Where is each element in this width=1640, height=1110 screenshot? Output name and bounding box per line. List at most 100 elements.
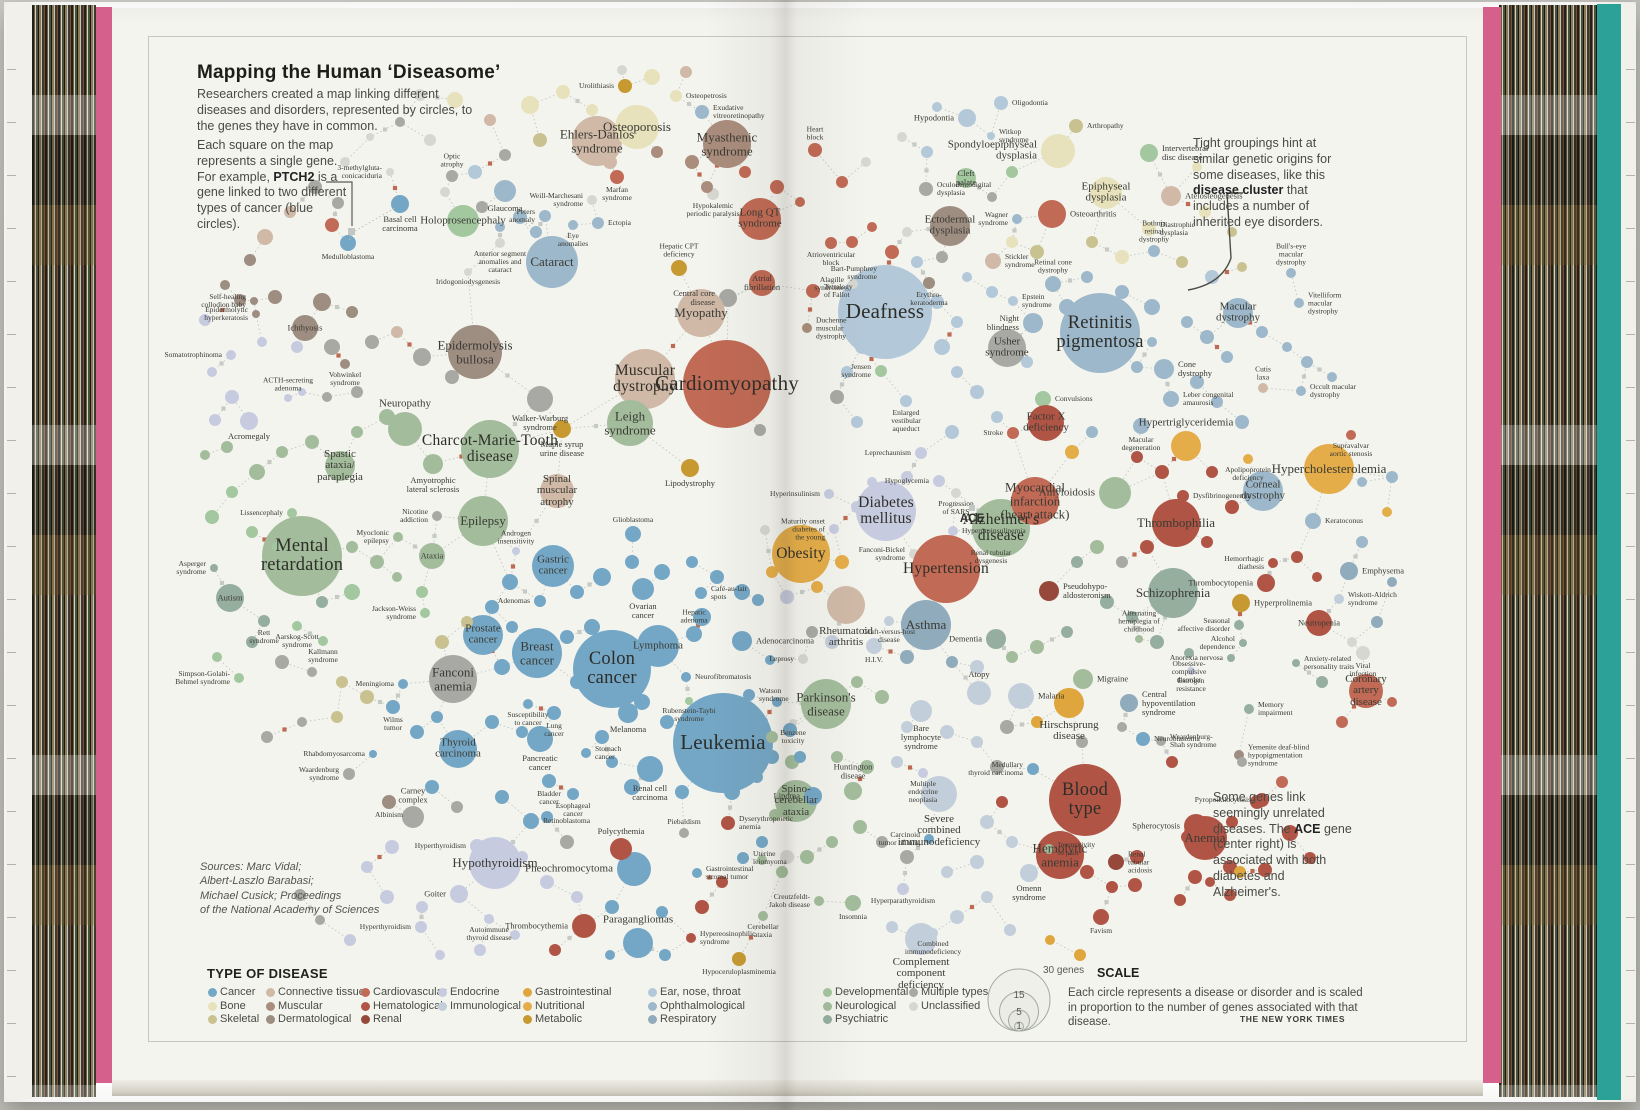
gene-link-edge [885,476,908,512]
disease-node-small [272,542,282,552]
disease-node-small [541,811,553,823]
gene-square [1067,278,1073,283]
disease-label: Osteoporosis [603,119,671,135]
scale-ring-label: 30 genes [1043,965,1085,976]
disease-label: Ovarian cancer [629,601,657,620]
disease-node-small [1371,616,1383,628]
disease-label: Oligodontia [1012,98,1048,108]
gene-square [497,232,503,238]
disease-node [806,284,820,298]
gene-link-edge [1114,456,1138,494]
disease-node-small [1327,372,1337,382]
gene-square [924,168,929,173]
disease-node-small [800,850,814,864]
disease-node-small [1030,640,1044,654]
gene-square [1104,247,1110,252]
disease-node-small [902,227,912,237]
disease-node [951,488,961,498]
disease-node-small [1301,356,1313,368]
disease-node-small [560,835,574,849]
disease-label: Paragangliomas [602,913,674,926]
disease-node [547,706,561,720]
gene-square [969,904,975,910]
disease-label: Seasonal affective disorder [1177,616,1230,633]
disease-node [749,270,775,296]
gene-square [219,361,224,366]
disease-node-small [1224,889,1236,901]
disease-node-small [294,889,306,901]
disease-label: Anxiety-related personality traits [1304,654,1355,671]
disease-node-small [461,616,473,628]
disease-label: Epidermolytic hyperkeratosis [204,305,248,322]
legend-label: Muscular [278,999,323,1012]
disease-label: Enlarged vestibular aqueduct [891,408,921,433]
gene-link-edge [759,201,801,220]
disease-node-small [485,715,499,729]
disease-node-small [1071,556,1083,568]
disease-node-small [836,176,848,188]
disease-node-small [1086,236,1098,248]
disease-label: Thrombocythemia [505,920,568,931]
disease-label: Epidermolysis bullosa [437,337,513,366]
legend-label: Cancer [220,986,256,998]
disease-label: Asperger syndrome [176,559,206,576]
disease-node [226,350,236,360]
gene-square [767,709,772,715]
ace-gene-label: ACE [959,513,985,525]
gene-square [766,548,771,554]
disease-node [845,895,861,911]
disease-node [671,260,687,276]
disease-node-small [634,694,650,710]
gene-square [1351,704,1357,709]
disease-label: Retinitis pigmentosa [1056,312,1144,352]
disease-label: Atelosteogenesis [1185,190,1243,201]
disease-node [897,883,909,895]
disease-node-small [344,934,356,946]
disease-node-small [941,866,953,878]
disease-node-small [1206,466,1218,478]
disease-label: Intervertebral disc disease [1162,143,1209,162]
disease-node [386,168,394,176]
disease-node [1023,313,1043,333]
disease-label: Central core disease [673,288,715,307]
disease-label: Neuropathy [379,397,431,410]
cluster-annotation-bold: disease cluster [1193,183,1284,198]
gene-square [1185,201,1191,207]
gene-square [807,307,813,312]
disease-node [1304,444,1354,494]
disease-node [494,180,516,202]
disease-node-small [701,181,713,193]
disease-label: Alternating hemiplegia of childhood [1118,608,1160,634]
disease-node-small [336,676,348,688]
disease-node-small [766,566,778,578]
disease-label: Cerebellar ataxia [747,922,779,939]
disease-label: Holoprosencephaly [420,214,506,227]
disease-node-small [570,675,584,689]
gene-square [911,462,917,468]
disease-node [568,220,578,230]
disease-node [825,237,837,249]
disease-label: Medullary thyroid carcinoma [968,760,1023,777]
disease-node [1142,222,1156,236]
disease-node [924,834,934,844]
disease-node [618,79,632,93]
gene-square [593,423,599,429]
disease-node [587,195,597,205]
gene-square [902,870,908,876]
disease-node-small [570,585,584,599]
gene-link-edge [741,640,771,661]
disease-node [398,679,408,689]
disease-node [637,625,679,667]
gene-square [907,765,913,770]
disease-node [391,195,409,213]
disease-node [1069,119,1083,133]
disease-node [1340,562,1358,580]
gene-square [1132,552,1137,557]
disease-label: Leukemia [680,730,766,755]
disease-label: H.I.V. [865,655,883,664]
disease-node-small [257,229,273,245]
disease-node [856,481,916,541]
disease-node [420,608,430,618]
disease-node-small [853,820,867,834]
